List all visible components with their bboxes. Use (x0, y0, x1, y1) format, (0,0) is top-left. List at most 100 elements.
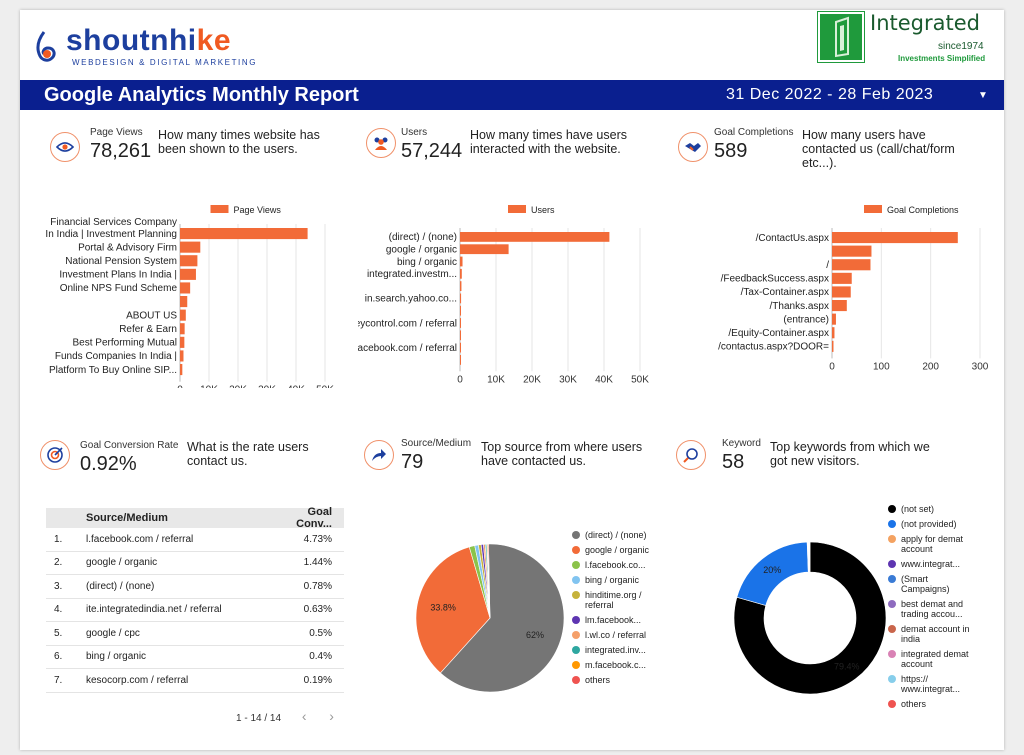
category-label: Investment Plans In India | (59, 270, 177, 281)
row-index: 2. (54, 557, 63, 569)
users-icon (366, 128, 396, 158)
legend-item[interactable]: demat account in india (888, 624, 978, 644)
bar[interactable] (832, 313, 836, 325)
legend-item[interactable]: (not provided) (888, 519, 978, 529)
legend-item[interactable]: lm.facebook... (572, 615, 662, 625)
category-label: (entrance) (783, 314, 829, 325)
category-label: in.search.yahoo.co... (365, 294, 457, 305)
caret-down-icon[interactable]: ▼ (978, 90, 988, 101)
users-desc: How many times have users interacted wit… (470, 128, 628, 156)
bar[interactable] (180, 282, 191, 294)
category-label: Best Performing Mutual (73, 338, 178, 349)
table-row: 5. google / cpc 0.5% (46, 622, 344, 646)
legend-item[interactable]: hinditime.org / referral (572, 590, 662, 610)
category-label: (direct) / (none) (389, 232, 457, 243)
bar[interactable] (832, 327, 835, 339)
pie-slice[interactable] (440, 543, 565, 693)
bar[interactable] (832, 232, 958, 244)
legend-item[interactable]: l.facebook.co... (572, 560, 662, 570)
pie-slice[interactable] (415, 546, 491, 674)
row-source: google / organic (86, 557, 158, 569)
category-label: Platform To Buy Online SIP... (49, 365, 177, 376)
bar[interactable] (180, 309, 186, 321)
legend-item[interactable]: l.wl.co / referral (572, 630, 662, 640)
legend-item[interactable]: (Smart Campaigns) (888, 574, 978, 594)
goal-completions-bar-chart: Goal Completions 0 100 200 300/ContactUs.asp… (718, 205, 989, 372)
bar[interactable] (460, 281, 462, 291)
legend-label: l.wl.co / referral (585, 630, 647, 640)
bar[interactable] (832, 259, 871, 271)
bar[interactable] (832, 286, 851, 298)
bar[interactable] (460, 305, 461, 316)
legend-item[interactable]: apply for demat account (888, 534, 978, 554)
legend-item[interactable]: (not set) (888, 504, 978, 514)
category-label: Portal & Advisory Firm (78, 242, 177, 253)
legend-item[interactable]: others (888, 699, 978, 709)
bar[interactable] (460, 256, 463, 267)
legend-dot (888, 505, 896, 513)
row-value: 4.73% (303, 533, 332, 545)
bar[interactable] (460, 244, 509, 255)
category-label: integrated.investm... (367, 269, 457, 280)
legend-item[interactable]: https:// www.integrat... (888, 674, 978, 694)
bar[interactable] (180, 241, 201, 253)
legend-item[interactable]: integrated.inv... (572, 645, 662, 655)
legend-dot (572, 561, 580, 569)
legend-item[interactable]: best demat and trading accou... (888, 599, 978, 619)
bar[interactable] (180, 296, 188, 308)
legend-item[interactable]: google / organic (572, 545, 662, 555)
bar[interactable] (832, 245, 872, 257)
x-tick-label: 0 (457, 374, 463, 385)
bar[interactable] (832, 340, 834, 352)
x-tick-label: 50K (316, 385, 334, 388)
pie-slice[interactable] (487, 543, 491, 619)
bar[interactable] (460, 355, 461, 365)
legend-item[interactable]: integrated demat account (888, 649, 978, 669)
bar[interactable] (180, 255, 198, 267)
bar[interactable] (180, 268, 196, 280)
bar[interactable] (460, 232, 610, 242)
chevron-right-icon[interactable]: › (329, 708, 334, 724)
legend-dot (888, 600, 896, 608)
integrated-logo-icon (818, 12, 864, 62)
bar[interactable] (180, 323, 185, 335)
x-tick-label: 40K (595, 374, 613, 385)
header-goal-conv[interactable]: Goal Conv... (296, 506, 332, 530)
legend-dot (572, 676, 580, 684)
row-source: google / cpc (86, 627, 140, 639)
goal-completions-value: 589 (714, 140, 748, 162)
legend-item[interactable]: bing / organic (572, 575, 662, 585)
bar[interactable] (832, 272, 852, 284)
legend-dot (888, 700, 896, 708)
report-title: Google Analytics Monthly Report (44, 84, 359, 106)
date-range-selector[interactable]: 31 Dec 2022 - 28 Feb 2023 (726, 86, 934, 103)
bar[interactable] (180, 336, 185, 348)
legend-item[interactable]: others (572, 675, 662, 685)
bar[interactable] (460, 330, 461, 341)
legend-item[interactable]: www.integrat... (888, 559, 978, 569)
bar[interactable] (460, 342, 461, 353)
bar[interactable] (460, 293, 462, 304)
bar[interactable] (180, 364, 183, 376)
row-index: 5. (54, 627, 63, 639)
legend-item[interactable]: m.facebook.c... (572, 660, 662, 670)
bar[interactable] (460, 318, 461, 328)
bar[interactable] (832, 300, 847, 312)
row-value: 0.63% (303, 604, 332, 616)
x-tick-label: 200 (922, 361, 939, 372)
pie-slice[interactable] (733, 541, 887, 695)
row-index: 3. (54, 580, 63, 592)
bar[interactable] (180, 350, 184, 362)
title-bar (20, 80, 1004, 110)
bar[interactable] (460, 268, 462, 279)
legend-item[interactable]: (direct) / (none) (572, 530, 662, 540)
x-tick-label: 0 (177, 385, 183, 388)
slice-label: 20% (763, 565, 781, 575)
eye-icon (50, 132, 80, 162)
chevron-left-icon[interactable]: ‹ (301, 708, 307, 724)
table-pagination: 1 - 14 / 14 ‹ › (236, 708, 334, 724)
row-value: 0.19% (303, 674, 332, 686)
header-source-medium[interactable]: Source/Medium (86, 512, 168, 524)
legend-dot (572, 616, 580, 624)
bar[interactable] (180, 228, 308, 240)
